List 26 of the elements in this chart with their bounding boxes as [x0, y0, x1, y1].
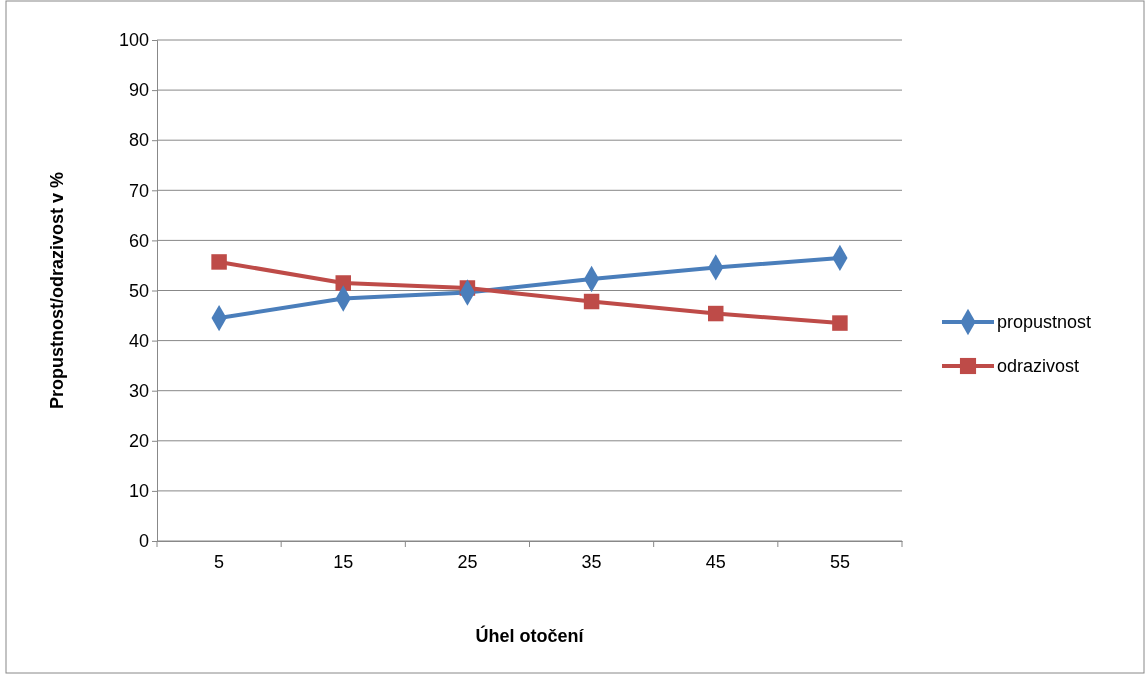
- x-tick-label: 35: [581, 551, 602, 572]
- x-tick-label: 15: [333, 551, 354, 572]
- y-tick-label: 30: [128, 380, 149, 401]
- y-tick-label: 60: [128, 230, 149, 251]
- y-axis-title: Propustnost/odrazivost v %: [47, 171, 67, 410]
- point: [832, 315, 848, 331]
- y-tick-label: 50: [128, 280, 149, 301]
- x-tick-label: 5: [214, 551, 225, 572]
- y-tick-label: 80: [128, 130, 149, 151]
- y-tick-label: 10: [128, 481, 149, 502]
- point: [335, 275, 351, 291]
- y-tick-label: 0: [138, 531, 149, 552]
- x-tick-label: 25: [457, 551, 478, 572]
- y-tick-label: 90: [128, 80, 149, 101]
- legend-label: odrazivost: [997, 356, 1080, 376]
- y-tick-label: 70: [128, 180, 149, 201]
- x-tick-label: 55: [829, 551, 850, 572]
- y-tick-label: 100: [118, 30, 149, 51]
- point: [583, 293, 600, 310]
- point: [211, 254, 227, 270]
- legend-label: propustnost: [997, 312, 1092, 332]
- y-tick-label: 40: [128, 330, 149, 351]
- x-axis-title: Úhel otočení: [475, 625, 585, 646]
- y-tick-label: 20: [128, 431, 149, 452]
- x-tick-label: 45: [705, 551, 726, 572]
- point: [708, 305, 724, 322]
